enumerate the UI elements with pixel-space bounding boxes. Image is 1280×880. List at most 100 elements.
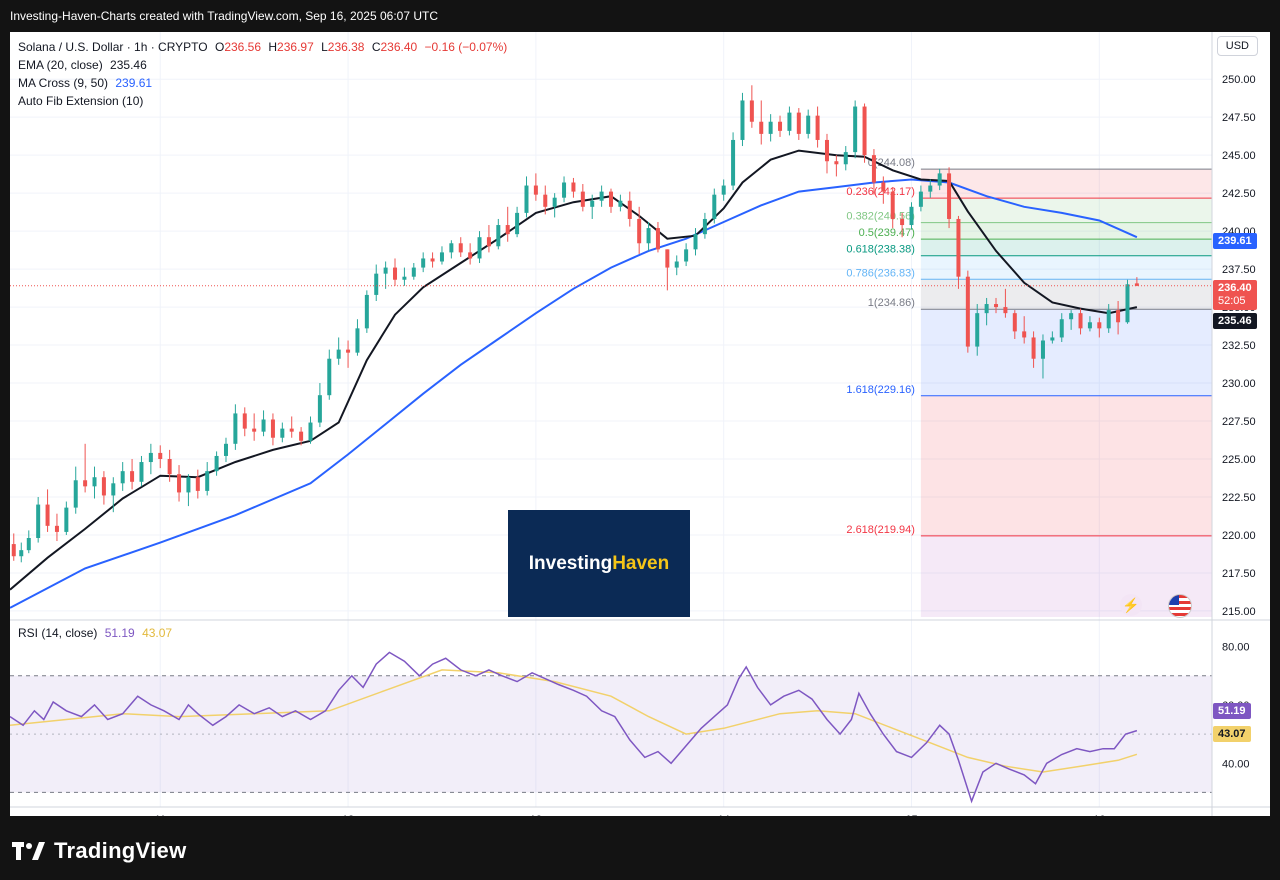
- candle: [205, 462, 210, 496]
- candle-body: [355, 328, 360, 353]
- candle-body: [984, 304, 989, 314]
- bolt-icon[interactable]: ⚡: [1120, 594, 1142, 616]
- candle-body: [195, 477, 200, 491]
- candle: [101, 471, 106, 505]
- candle: [299, 427, 304, 446]
- candle-body: [299, 431, 304, 441]
- candle: [364, 290, 369, 333]
- candle: [120, 462, 125, 491]
- candle-body: [130, 471, 135, 482]
- x-tick-label: 12: [342, 814, 354, 816]
- candle: [496, 218, 501, 250]
- candle: [402, 267, 407, 286]
- symbol-line[interactable]: Solana / U.S. Dollar · 1h · CRYPTO O236.…: [18, 38, 507, 56]
- candle: [918, 185, 923, 212]
- candle-body: [843, 152, 848, 165]
- candle-body: [1087, 322, 1092, 329]
- candle: [393, 258, 398, 286]
- fib-level-label: 1.618(229.16): [846, 384, 915, 396]
- candle-body: [871, 155, 876, 183]
- rsi-badge: 51.19: [1213, 703, 1251, 719]
- ma-cross-legend-line[interactable]: MA Cross (9, 50) 239.61: [18, 74, 507, 92]
- rsi-tick-label: 40.00: [1222, 758, 1250, 770]
- investinghaven-watermark: Investing Haven: [508, 510, 690, 617]
- ma-cross-label[interactable]: MA Cross (9, 50): [18, 76, 109, 90]
- candle: [956, 215, 961, 289]
- candle-body: [590, 200, 595, 207]
- candle-body: [73, 480, 78, 508]
- candle: [158, 445, 163, 469]
- candle-body: [346, 349, 351, 353]
- candle-body: [270, 419, 275, 438]
- candle-body: [383, 267, 388, 274]
- candle-body: [308, 422, 313, 441]
- us-flag-icon[interactable]: [1168, 594, 1192, 618]
- y-tick-label: 220.00: [1222, 530, 1256, 542]
- candle-body: [223, 443, 228, 456]
- candle: [731, 132, 736, 191]
- candle: [1022, 316, 1027, 344]
- candle-body: [712, 194, 717, 219]
- fib-label[interactable]: Auto Fib Extension (10): [18, 94, 144, 108]
- symbol-name[interactable]: Solana / U.S. Dollar · 1h · CRYPTO: [18, 40, 208, 54]
- y-tick-label: 225.00: [1222, 454, 1256, 466]
- ema-legend-line[interactable]: EMA (20, close) 235.46: [18, 56, 507, 74]
- ema-label[interactable]: EMA (20, close): [18, 58, 103, 72]
- candle: [139, 455, 144, 487]
- chart-frame[interactable]: 0(244.08) 0.236(242.17) 0.382(240.56) 0.5(2…: [10, 32, 1270, 816]
- y-tick-label: 217.50: [1222, 568, 1256, 580]
- candle-body: [148, 452, 153, 463]
- candle: [749, 85, 754, 128]
- candle-body: [468, 252, 473, 259]
- candle-body: [618, 200, 623, 207]
- candle: [937, 168, 942, 191]
- candle-body: [233, 413, 238, 444]
- candle: [36, 496, 41, 543]
- candle-body: [853, 106, 858, 153]
- y-tick-label: 242.50: [1222, 188, 1256, 200]
- candle-body: [439, 252, 444, 262]
- candle: [439, 246, 444, 265]
- candle: [862, 103, 867, 163]
- rsi-legend[interactable]: RSI (14, close) 51.19 43.07: [18, 626, 172, 640]
- candle-body: [674, 261, 679, 268]
- candle: [280, 422, 285, 443]
- last-price-badge: 236.40 52:05: [1213, 280, 1257, 310]
- fib-level-label: 0.236(242.17): [846, 186, 915, 198]
- candle: [627, 191, 632, 227]
- candle: [242, 407, 247, 437]
- candle: [590, 194, 595, 219]
- candle: [759, 100, 764, 145]
- candle-body: [965, 276, 970, 347]
- candle: [468, 243, 473, 265]
- candle-body: [1050, 337, 1055, 341]
- candle-body: [421, 258, 426, 268]
- candle-body: [768, 121, 773, 134]
- candle: [571, 177, 576, 198]
- candle: [11, 533, 16, 561]
- fib-legend-line[interactable]: Auto Fib Extension (10): [18, 92, 507, 110]
- candle-body: [158, 452, 163, 459]
- candle-body: [336, 349, 341, 359]
- candle-body: [749, 100, 754, 122]
- ma-line: [10, 178, 1138, 609]
- candle-body: [458, 243, 463, 253]
- candle: [1116, 301, 1121, 335]
- ema-value: 235.46: [110, 58, 147, 72]
- candle-body: [214, 455, 219, 472]
- candle-body: [101, 477, 106, 496]
- candle-body: [364, 294, 369, 329]
- rsi-label[interactable]: RSI (14, close): [18, 626, 98, 640]
- currency-button[interactable]: USD: [1216, 36, 1258, 56]
- y-tick-label: 230.00: [1222, 378, 1256, 390]
- candle: [655, 222, 660, 253]
- high-value: 236.97: [277, 40, 314, 54]
- candle-body: [665, 249, 670, 268]
- candle: [834, 155, 839, 177]
- candle-body: [1012, 313, 1017, 332]
- candle-body: [393, 267, 398, 280]
- price-chart[interactable]: 0(244.08) 0.236(242.17) 0.382(240.56) 0.5(2…: [10, 32, 1270, 816]
- candle-body: [177, 474, 182, 493]
- candle-body: [1003, 307, 1008, 314]
